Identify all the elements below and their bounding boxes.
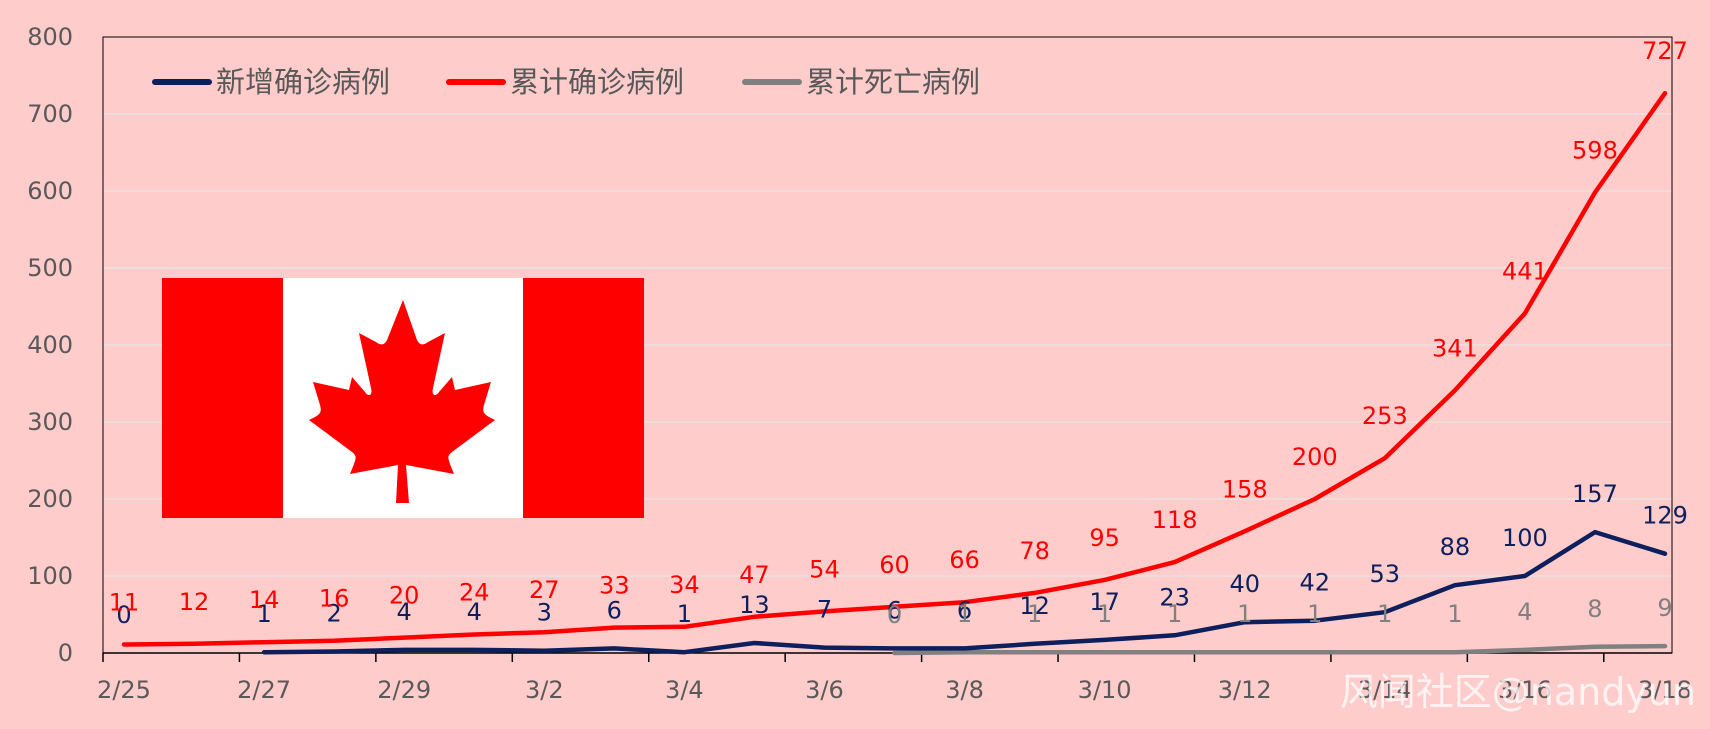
data-label: 341 [1432, 334, 1478, 362]
data-label: 60 [879, 551, 910, 579]
data-label: 129 [1642, 502, 1688, 530]
legend: 新增确诊病例 累计确诊病例 累计死亡病例 [152, 65, 980, 99]
legend-label: 累计确诊病例 [510, 65, 684, 99]
data-label: 2 [327, 599, 342, 627]
data-label: 6 [887, 596, 902, 624]
data-label: 0 [116, 601, 131, 629]
series-line-0 [261, 529, 1668, 655]
data-label: 11 [109, 589, 140, 617]
data-label: 1 [1307, 600, 1322, 628]
x-tick-label: 3/2 [525, 676, 564, 704]
x-tick-label: 3/8 [945, 676, 984, 704]
data-label: 200 [1292, 443, 1338, 471]
data-label: 118 [1152, 506, 1198, 534]
data-label: 47 [739, 561, 770, 589]
data-label: 4 [467, 598, 482, 626]
data-label: 3 [537, 599, 552, 627]
x-tick-label: 3/18 [1638, 676, 1692, 704]
data-label: 34 [669, 571, 700, 599]
data-label: 27 [529, 576, 560, 604]
data-label: 88 [1440, 533, 1471, 561]
data-label: 53 [1370, 560, 1401, 588]
data-label: 598 [1572, 137, 1618, 165]
data-label: 9 [1657, 594, 1672, 622]
y-axis: 0 100 200 300 400 500 600 700 800 [27, 23, 73, 667]
x-tick-label: 2/27 [237, 676, 291, 704]
x-axis: 2/25 2/27 2/29 3/2 3/4 3/6 3/8 3/10 3/12 3/14 3/16… [97, 652, 1692, 704]
x-tick-label: 3/6 [805, 676, 844, 704]
legend-label: 累计死亡病例 [806, 65, 980, 99]
y-tick-label: 400 [27, 331, 73, 359]
series-line-2 [892, 643, 1668, 656]
y-tick-label: 0 [58, 639, 73, 667]
data-label: 8 [1587, 595, 1602, 623]
data-label: 158 [1222, 475, 1268, 503]
data-label: 13 [739, 591, 770, 619]
series-line-1 [121, 90, 1668, 647]
y-tick-label: 700 [27, 100, 73, 128]
y-tick-label: 500 [27, 254, 73, 282]
data-label: 253 [1362, 402, 1408, 430]
data-label: 100 [1502, 524, 1548, 552]
data-label: 1 [677, 600, 692, 628]
data-label: 16 [319, 585, 350, 613]
data-label: 4 [1517, 598, 1532, 626]
data-label: 7 [817, 596, 832, 624]
data-label: 1 [1447, 600, 1462, 628]
data-label: 6 [607, 596, 622, 624]
data-label: 17 [1089, 588, 1120, 616]
x-tick-label: 3/12 [1218, 676, 1272, 704]
data-label: 1 [1027, 600, 1042, 628]
data-label: 40 [1229, 570, 1260, 598]
data-label: 1 [256, 600, 271, 628]
data-label: 33 [599, 572, 630, 600]
data-label: 727 [1642, 37, 1688, 65]
data-label: 95 [1089, 524, 1120, 552]
x-tick-label: 3/16 [1498, 676, 1552, 704]
data-label: 42 [1299, 569, 1330, 597]
x-tick-label: 2/29 [377, 676, 431, 704]
data-label: 1 [1167, 600, 1182, 628]
data-label: 4 [397, 598, 412, 626]
data-label: 20 [389, 582, 420, 610]
data-label: 14 [249, 586, 280, 614]
data-label: 1 [1237, 600, 1252, 628]
y-tick-label: 200 [27, 485, 73, 513]
data-label: 12 [1019, 592, 1050, 620]
data-label: 157 [1572, 480, 1618, 508]
data-label: 23 [1159, 583, 1190, 611]
data-label: 441 [1502, 257, 1548, 285]
x-tick-label: 3/4 [665, 676, 704, 704]
data-label: 54 [809, 555, 840, 583]
data-label: 1 [1377, 600, 1392, 628]
y-tick-label: 600 [27, 177, 73, 205]
data-label: 78 [1019, 537, 1050, 565]
series-lines [121, 90, 1668, 656]
data-label: 12 [179, 588, 210, 616]
data-label: 1 [1097, 600, 1112, 628]
y-tick-label: 800 [27, 23, 73, 51]
data-label: 1 [957, 600, 972, 628]
y-tick-label: 100 [27, 562, 73, 590]
data-label: 66 [949, 546, 980, 574]
x-tick-label: 3/10 [1078, 676, 1132, 704]
data-label: 24 [459, 579, 490, 607]
x-tick-label: 2/25 [97, 676, 151, 704]
canada-flag-image [162, 278, 644, 518]
maple-leaf-icon [309, 300, 495, 503]
x-tick-label: 3/14 [1358, 676, 1412, 704]
watermark: 风闻社区@nandyun [1340, 670, 1696, 714]
data-label: 6 [957, 596, 972, 624]
data-label: 0 [887, 601, 902, 629]
y-tick-label: 300 [27, 408, 73, 436]
legend-label: 新增确诊病例 [216, 65, 390, 99]
